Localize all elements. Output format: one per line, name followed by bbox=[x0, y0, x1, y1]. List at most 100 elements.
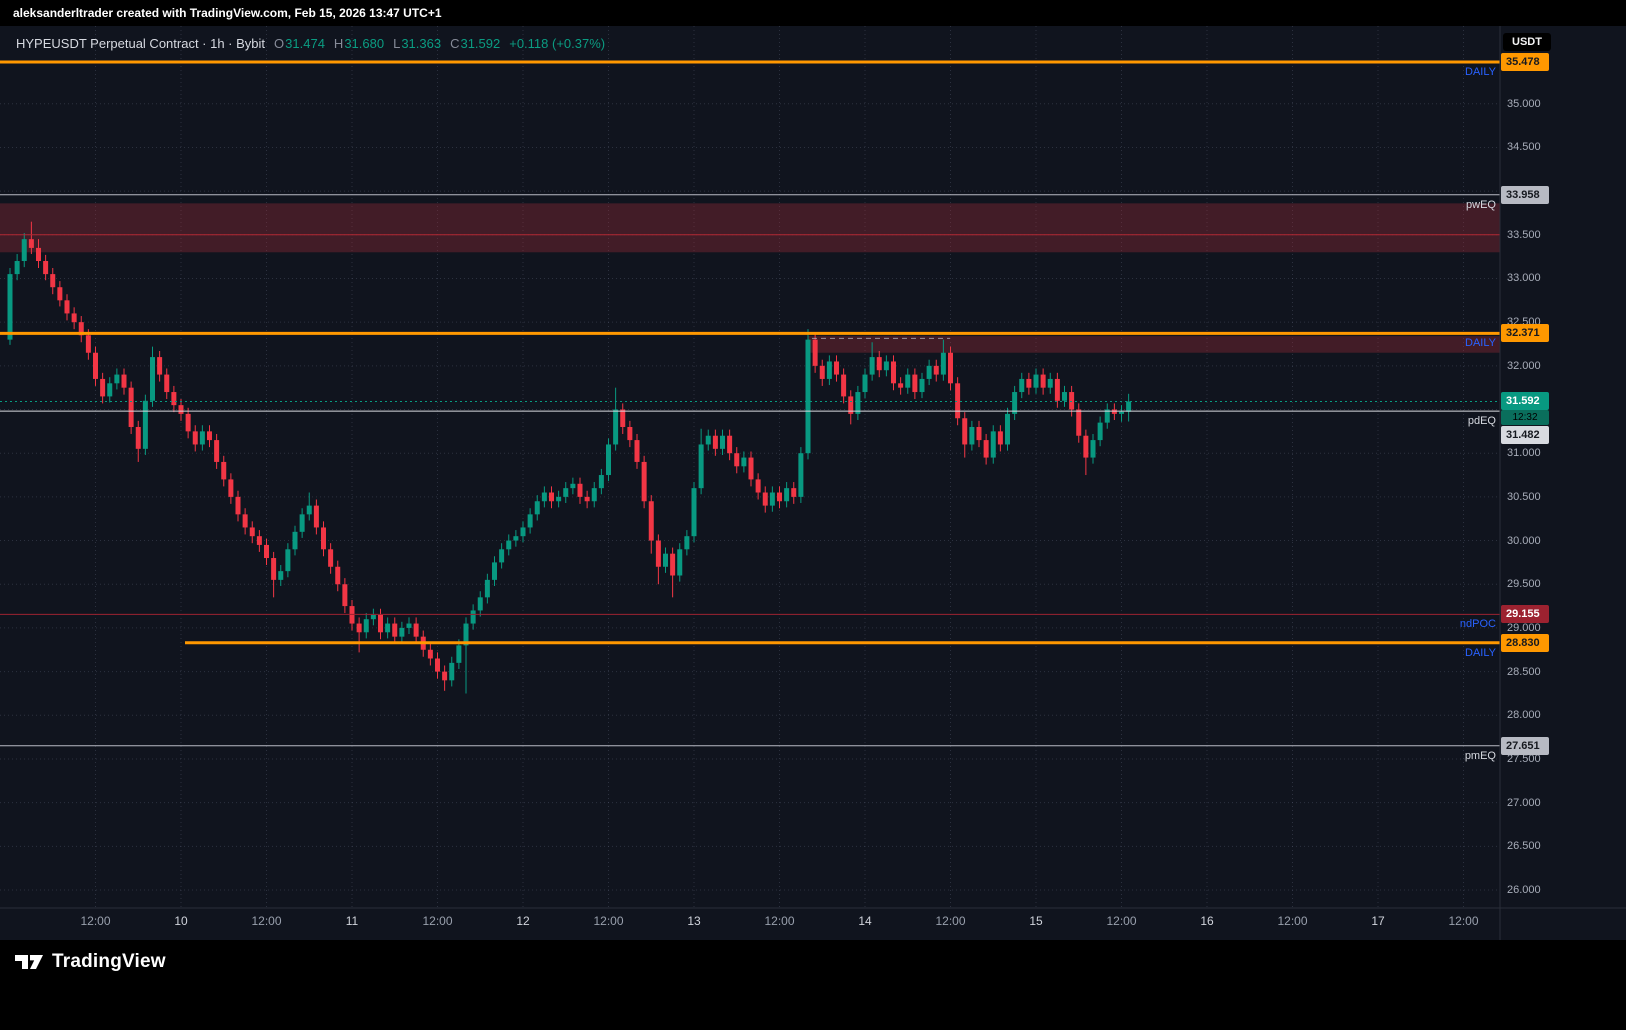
candle-body bbox=[427, 649, 433, 659]
candle-body bbox=[948, 352, 953, 384]
candle-body bbox=[527, 514, 533, 528]
candle-body bbox=[14, 261, 20, 275]
candle-body bbox=[705, 435, 711, 445]
candle-body bbox=[128, 387, 134, 427]
time-axis-label: 12:00 bbox=[251, 914, 282, 928]
level-label-daily-mid: DAILY bbox=[1465, 337, 1496, 350]
candle-body bbox=[207, 431, 212, 441]
tradingview-logo-icon bbox=[15, 954, 43, 969]
level-label-ndpoc: ndPOC bbox=[1459, 618, 1496, 631]
current-price-badge: 31.592 bbox=[1501, 392, 1549, 411]
candle-body bbox=[242, 514, 248, 528]
candle-body bbox=[1026, 378, 1032, 388]
candle-body bbox=[392, 623, 398, 637]
currency-badge: USDT bbox=[1503, 33, 1551, 51]
price-tick-label: 27.500 bbox=[1507, 752, 1541, 765]
price-tick-label: 34.500 bbox=[1507, 141, 1541, 154]
candle-body bbox=[698, 444, 704, 489]
time-axis-label: 12:00 bbox=[764, 914, 795, 928]
candle-body bbox=[249, 527, 255, 537]
candle-body bbox=[577, 483, 583, 497]
candle-body bbox=[798, 453, 804, 497]
time-axis-label: 16 bbox=[1200, 914, 1214, 928]
level-label-pweq: pwEQ bbox=[1466, 198, 1496, 211]
ohlc-close-value: 31.592 bbox=[460, 36, 501, 51]
time-axis-label: 12:00 bbox=[935, 914, 966, 928]
price-badge-daily-mid: 32.371 bbox=[1501, 324, 1549, 343]
candle-body bbox=[228, 479, 234, 497]
candle-body bbox=[584, 496, 590, 502]
candle-body bbox=[919, 378, 925, 393]
candle-body bbox=[1083, 435, 1089, 458]
candle-body bbox=[435, 658, 440, 672]
candle-body bbox=[192, 431, 198, 445]
time-axis-label: 12:00 bbox=[80, 914, 111, 928]
tradingview-logo[interactable]: TradingView bbox=[14, 951, 166, 973]
candle-body bbox=[470, 610, 476, 624]
supply-zone bbox=[0, 203, 1500, 253]
candle-body bbox=[1097, 422, 1103, 441]
candle-body bbox=[933, 365, 939, 375]
candle-body bbox=[292, 531, 298, 550]
candle-body bbox=[142, 400, 148, 449]
candle-body bbox=[85, 335, 91, 353]
candle-body bbox=[620, 409, 626, 427]
price-tick-label: 31.000 bbox=[1507, 447, 1541, 460]
ohlc-open-value: 31.474 bbox=[285, 36, 325, 51]
candle-body bbox=[150, 357, 155, 401]
candle-body bbox=[883, 361, 889, 371]
candle-body bbox=[477, 597, 483, 611]
candle-body bbox=[627, 426, 633, 441]
time-axis-label: 10 bbox=[174, 914, 188, 928]
candle-body bbox=[78, 322, 84, 336]
candle-body bbox=[135, 426, 141, 449]
price-tick-label: 26.000 bbox=[1507, 883, 1541, 896]
candle-body bbox=[549, 492, 554, 502]
price-tick-label: 33.500 bbox=[1507, 228, 1541, 241]
candle-body bbox=[1126, 401, 1132, 412]
ohlc-low-value: 31.363 bbox=[401, 36, 442, 51]
candle-body bbox=[285, 549, 291, 572]
candle-body bbox=[663, 553, 668, 567]
candle-body bbox=[157, 357, 163, 375]
candle-body bbox=[613, 409, 619, 445]
price-badge-ndpoc: 29.155 bbox=[1501, 605, 1549, 624]
time-axis-label: 17 bbox=[1371, 914, 1385, 928]
price-tick-label: 27.000 bbox=[1507, 796, 1541, 809]
candle-body bbox=[812, 339, 818, 366]
candle-body bbox=[556, 496, 562, 502]
watermark-text: aleksanderltrader created with TradingVi… bbox=[13, 6, 442, 20]
price-tick-label: 29.500 bbox=[1507, 578, 1541, 591]
price-tick-label: 32.000 bbox=[1507, 359, 1541, 372]
ohlc-high-label: H bbox=[333, 36, 344, 51]
candle-body bbox=[506, 540, 512, 550]
candle-body bbox=[399, 627, 405, 637]
candle-body bbox=[748, 457, 754, 480]
candle-body bbox=[378, 614, 383, 633]
footer-bar: TradingView bbox=[0, 940, 1626, 1030]
time-axis-label: 12:00 bbox=[1448, 914, 1479, 928]
candle-body bbox=[912, 374, 918, 393]
candle-body bbox=[997, 431, 1003, 445]
candle-body bbox=[7, 274, 13, 340]
candle-body bbox=[606, 444, 611, 476]
price-tick-label: 28.000 bbox=[1507, 709, 1541, 722]
candle-body bbox=[819, 365, 825, 379]
candle-body bbox=[741, 457, 747, 467]
candle-body bbox=[50, 274, 56, 288]
supply-zone bbox=[808, 336, 1500, 353]
candle-body bbox=[755, 479, 761, 493]
candle-body bbox=[826, 361, 832, 379]
candle-body bbox=[712, 435, 718, 449]
candle-body bbox=[855, 392, 861, 414]
candle-body bbox=[513, 536, 519, 541]
candle-body bbox=[235, 496, 241, 515]
symbol-title[interactable]: HYPEUSDT Perpetual Contract · 1h · Bybit bbox=[16, 36, 266, 51]
candle-body bbox=[328, 549, 334, 567]
candle-body bbox=[57, 287, 63, 301]
candle-body bbox=[634, 440, 640, 462]
price-badge-daily-upper: 35.478 bbox=[1501, 53, 1549, 71]
candle-body bbox=[107, 383, 113, 397]
